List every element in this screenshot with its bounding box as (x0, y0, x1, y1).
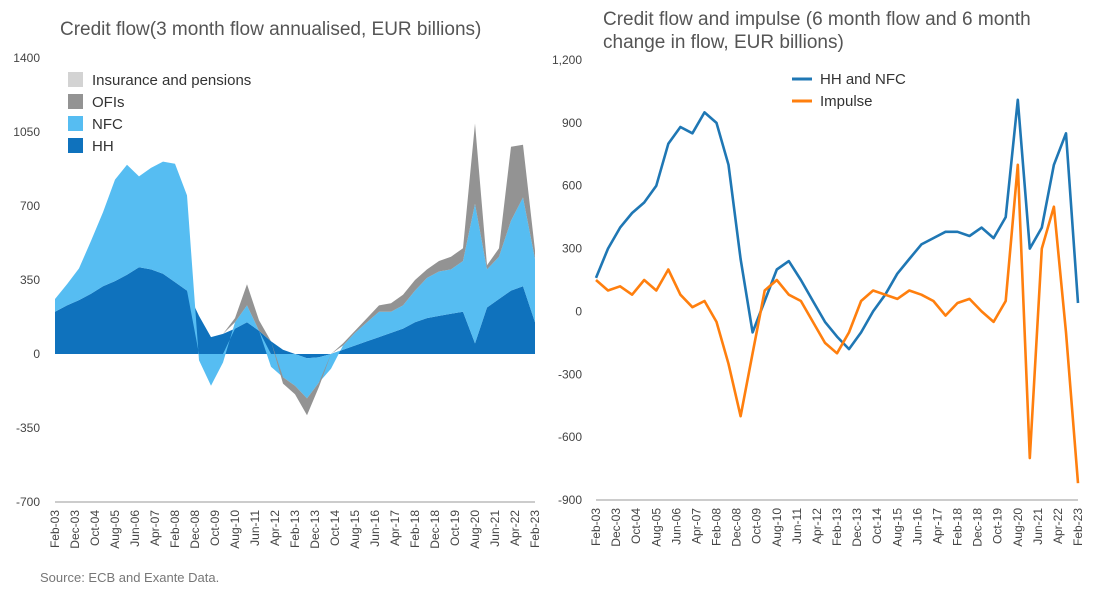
x-tick-label: Apr-12 (268, 510, 282, 546)
x-tick-label: Dec-18 (428, 510, 442, 549)
y-tick-label: 1400 (13, 51, 40, 65)
x-tick-label: Oct-14 (328, 510, 342, 546)
line-series-impulse (595, 163, 1080, 484)
y-tick-label: -350 (16, 421, 40, 435)
legend-label: HH and NFC (820, 71, 906, 88)
x-tick-label: Feb-23 (1071, 508, 1085, 546)
y-tick-label: -600 (558, 430, 582, 444)
x-tick-label: Jun-06 (669, 508, 683, 545)
legend-swatch (68, 138, 83, 153)
y-tick-label: -700 (16, 495, 40, 509)
x-tick-label: Oct-19 (991, 508, 1005, 544)
legend-swatch (68, 72, 83, 87)
y-tick-label: 0 (575, 304, 582, 318)
x-tick-label: Feb-08 (710, 508, 724, 546)
x-tick-label: Feb-08 (168, 510, 182, 548)
x-tick-label: Feb-03 (48, 510, 62, 548)
x-tick-label: Apr-12 (810, 508, 824, 544)
area-series-ofis (55, 123, 535, 416)
x-tick-label: Aug-20 (468, 510, 482, 549)
y-tick-label: -300 (558, 367, 582, 381)
source-note: Source: ECB and Exante Data. (40, 570, 220, 585)
x-tick-label: Jun-21 (1031, 508, 1045, 545)
x-tick-label: Aug-10 (228, 510, 242, 549)
legend-label: Impulse (820, 93, 873, 110)
y-tick-label: 0 (33, 347, 40, 361)
x-tick-label: Dec-13 (308, 510, 322, 549)
x-tick-label: Oct-04 (629, 508, 643, 544)
x-tick-label: Oct-14 (870, 508, 884, 544)
x-tick-label: Aug-05 (649, 508, 663, 547)
x-tick-label: Aug-10 (770, 508, 784, 547)
x-tick-label: Oct-04 (88, 510, 102, 546)
y-tick-label: 1050 (13, 125, 40, 139)
x-tick-label: Dec-03 (609, 508, 623, 547)
x-tick-label: Apr-22 (508, 510, 522, 546)
legend-label: OFIs (92, 94, 125, 111)
x-tick-label: Dec-08 (730, 508, 744, 547)
x-tick-label: Dec-08 (188, 510, 202, 549)
left-chart-title: Credit flow(3 month flow annualised, EUR… (60, 19, 482, 40)
legend-swatch (68, 116, 83, 131)
x-tick-label: Dec-13 (850, 508, 864, 547)
legend-label: HH (92, 138, 114, 155)
y-tick-label: 700 (20, 199, 40, 213)
x-tick-label: Apr-07 (689, 508, 703, 544)
x-tick-label: Apr-07 (148, 510, 162, 546)
y-tick-label: 1,200 (552, 53, 582, 67)
y-tick-label: 350 (20, 273, 40, 287)
y-tick-label: 300 (562, 242, 582, 256)
area-series-hh (55, 267, 535, 359)
x-tick-label: Aug-05 (108, 510, 122, 549)
legend-label: Insurance and pensions (92, 72, 251, 89)
x-tick-label: Dec-18 (971, 508, 985, 547)
x-tick-label: Jun-16 (368, 510, 382, 547)
x-tick-label: Oct-19 (448, 510, 462, 546)
y-tick-label: 900 (562, 116, 582, 130)
x-tick-label: Feb-18 (408, 510, 422, 548)
x-tick-label: Aug-20 (1011, 508, 1025, 547)
y-tick-label: 600 (562, 179, 582, 193)
x-tick-label: Feb-23 (528, 510, 542, 548)
x-tick-label: Jun-21 (488, 510, 502, 547)
x-tick-label: Aug-15 (890, 508, 904, 547)
left-chart: 1400 1050 700 350 0 -350 -700 Feb-03 Dec-03 Oct-0… (13, 51, 542, 549)
y-tick-label: -900 (558, 493, 582, 507)
legend-swatch (68, 94, 83, 109)
x-tick-label: Feb-03 (589, 508, 603, 546)
x-tick-label: Oct-09 (750, 508, 764, 544)
x-tick-label: Feb-13 (288, 510, 302, 548)
x-tick-label: Feb-18 (951, 508, 965, 546)
legend-label: NFC (92, 116, 123, 133)
x-tick-label: Feb-13 (830, 508, 844, 546)
x-tick-label: Apr-17 (930, 508, 944, 544)
right-chart: 1,200 900 600 300 0 -300 -600 -900 Feb-03 Dec-03 O… (552, 53, 1085, 547)
x-tick-label: Apr-17 (388, 510, 402, 546)
x-tick-label: Apr-22 (1051, 508, 1065, 544)
x-tick-label: Aug-15 (348, 510, 362, 549)
right-chart-title: Credit flow and impulse (6 month flow an… (603, 9, 1031, 53)
area-series-nfc (55, 161, 535, 399)
x-tick-label: Jun-11 (248, 510, 262, 546)
x-tick-label: Dec-03 (68, 510, 82, 549)
x-tick-label: Jun-11 (790, 508, 804, 544)
x-tick-label: Jun-06 (128, 510, 142, 547)
x-tick-label: Oct-09 (208, 510, 222, 546)
line-series-hh-and-nfc (594, 98, 1080, 351)
x-tick-label: Jun-16 (910, 508, 924, 545)
